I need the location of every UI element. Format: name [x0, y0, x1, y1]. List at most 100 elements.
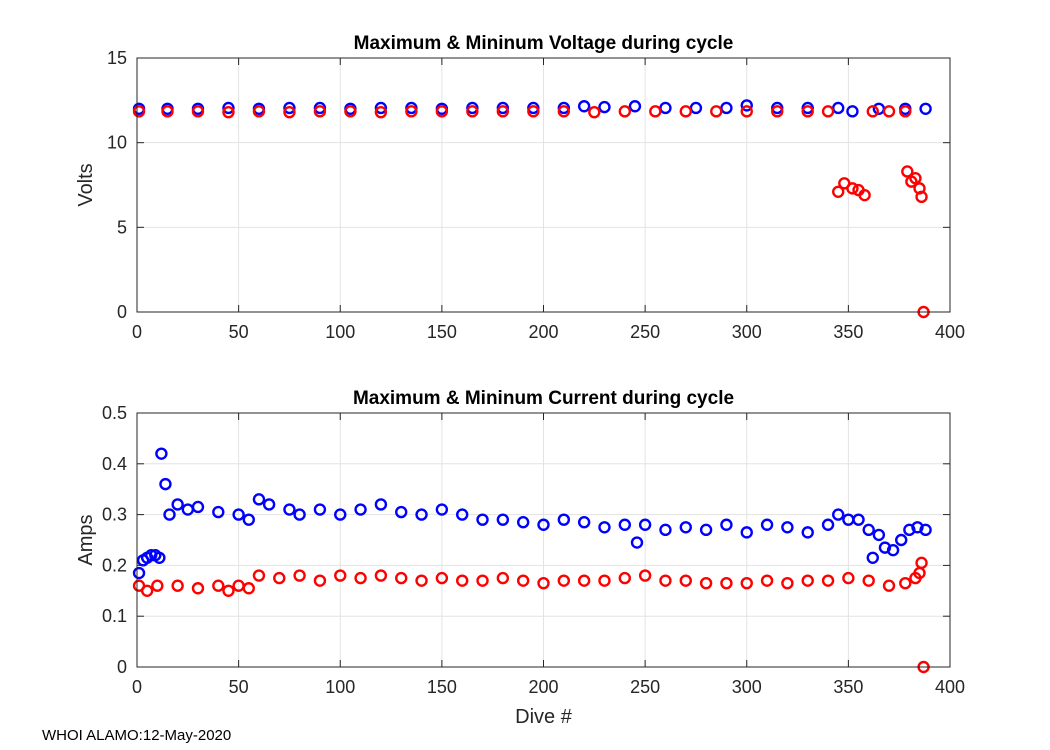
x-tick-label: 50	[229, 322, 249, 342]
data-point	[872, 528, 886, 542]
data-point	[895, 533, 908, 547]
data-point	[821, 105, 835, 118]
y-axis-label: Amps	[75, 514, 97, 565]
data-point	[588, 105, 601, 119]
data-point	[852, 513, 865, 526]
chart-1: 0 50 100 150 200 250 300 350 400 0 5 10 15 Maximum & …	[75, 33, 965, 342]
y-tick-label: 10	[107, 133, 127, 153]
x-tick-label: 300	[732, 322, 762, 342]
data-point	[191, 582, 205, 595]
x-axis-label: Dive #	[515, 706, 573, 728]
y-tick-label: 15	[107, 48, 127, 68]
series-min	[132, 105, 930, 319]
data-point	[801, 526, 814, 539]
data-point	[630, 536, 644, 549]
data-point	[374, 105, 388, 119]
data-point	[598, 100, 611, 114]
data-point	[915, 190, 928, 204]
data-point	[557, 105, 571, 118]
data-point	[466, 105, 479, 118]
data-point	[252, 493, 266, 506]
data-point	[334, 569, 347, 582]
data-point	[140, 584, 154, 597]
data-point	[919, 523, 932, 537]
data-point	[132, 105, 146, 118]
x-tick-label: 300	[732, 677, 762, 697]
data-point	[456, 574, 469, 587]
data-point	[293, 508, 306, 521]
x-tick-label: 350	[833, 322, 863, 342]
data-point	[435, 105, 449, 118]
data-point	[740, 526, 753, 539]
data-point	[496, 513, 510, 526]
x-tick-label: 200	[528, 677, 558, 697]
y-tick-label: 0.1	[102, 606, 127, 626]
data-point	[618, 571, 631, 585]
data-point	[679, 521, 692, 534]
series-max	[132, 447, 932, 580]
data-point	[919, 102, 932, 116]
y-tick-label: 0.5	[102, 403, 127, 423]
data-point	[842, 571, 855, 585]
y-tick-label: 0	[117, 657, 127, 677]
data-point	[577, 574, 591, 587]
data-point	[659, 574, 672, 587]
x-tick-label: 350	[833, 677, 863, 697]
data-point	[516, 516, 530, 529]
data-point	[283, 503, 296, 516]
data-point	[374, 498, 388, 511]
data-point	[252, 569, 266, 582]
data-point	[899, 576, 912, 590]
data-point	[222, 105, 235, 119]
data-point	[598, 521, 611, 534]
data-point	[781, 576, 794, 590]
data-point	[882, 105, 896, 118]
data-point	[283, 101, 296, 115]
data-point	[720, 576, 733, 590]
data-point	[334, 508, 347, 521]
data-point	[899, 105, 912, 118]
data-point	[618, 518, 631, 531]
y-tick-label: 0	[117, 302, 127, 322]
data-point	[771, 105, 784, 118]
x-tick-label: 0	[132, 322, 142, 342]
data-point	[537, 518, 550, 531]
data-point	[496, 105, 510, 118]
data-point	[710, 105, 723, 118]
data-point	[862, 574, 875, 587]
data-point	[679, 105, 692, 118]
data-point	[862, 523, 875, 537]
data-point	[273, 571, 286, 585]
data-point	[866, 105, 879, 118]
data-point	[374, 569, 388, 582]
x-tick-label: 400	[935, 322, 965, 342]
data-point	[886, 543, 900, 557]
y-tick-label: 0.3	[102, 505, 127, 525]
x-tick-label: 400	[935, 677, 965, 697]
x-tick-label: 150	[427, 677, 457, 697]
data-point	[252, 105, 266, 118]
data-point	[313, 503, 327, 516]
x-tick-label: 250	[630, 677, 660, 697]
data-point	[699, 576, 713, 590]
data-point	[212, 505, 225, 519]
y-tick-label: 5	[117, 217, 127, 237]
data-point	[679, 574, 692, 587]
data-point	[155, 447, 168, 460]
data-point	[628, 100, 642, 113]
y-tick-label: 0.2	[102, 555, 127, 575]
data-point	[212, 579, 225, 592]
data-point	[846, 105, 859, 118]
data-point	[313, 574, 327, 587]
data-point	[659, 523, 672, 537]
data-point	[760, 518, 774, 531]
data-point	[537, 576, 550, 590]
data-point	[161, 105, 174, 118]
y-axis-label: Volts	[75, 163, 97, 206]
x-tick-label: 50	[229, 677, 249, 697]
data-point	[649, 105, 662, 118]
data-point	[496, 571, 510, 585]
data-point	[801, 574, 814, 587]
data-point	[866, 551, 879, 564]
